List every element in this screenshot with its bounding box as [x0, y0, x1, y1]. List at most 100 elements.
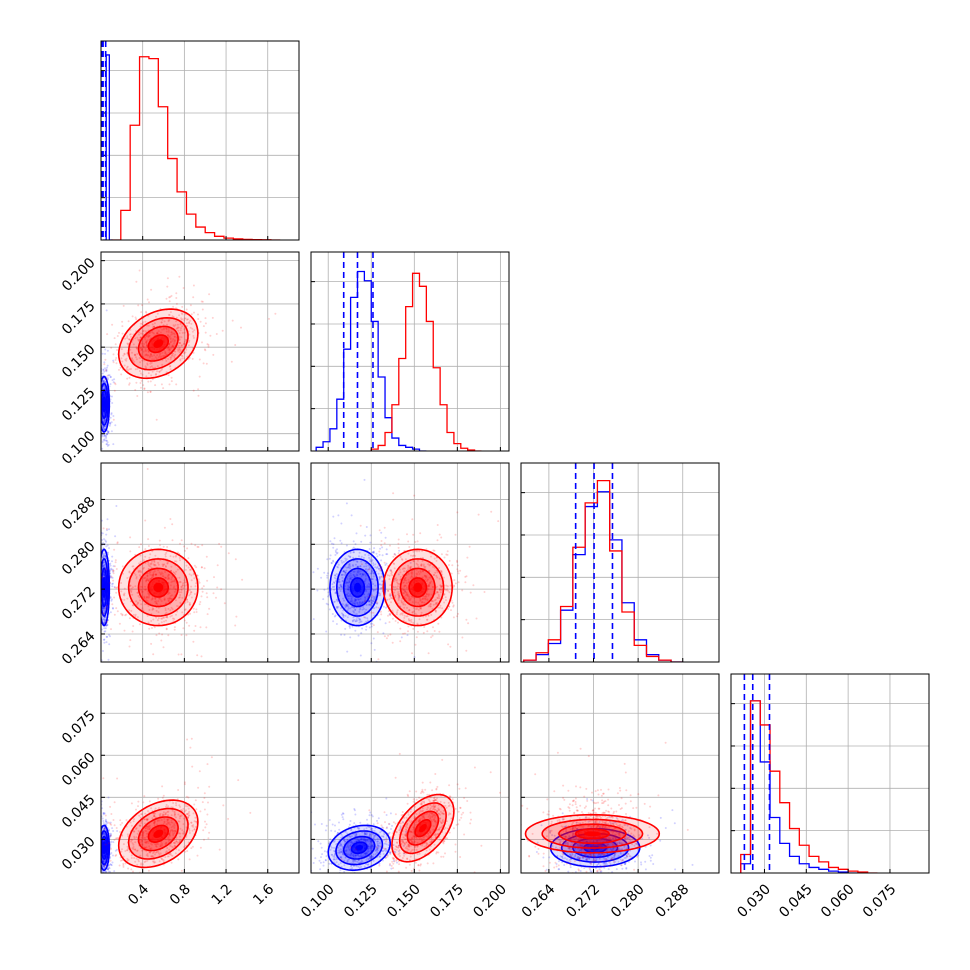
scatter-point [117, 874, 119, 876]
scatter-point [92, 384, 94, 386]
scatter-point [170, 861, 173, 864]
scatter-point [187, 796, 190, 799]
scatter-point [172, 352, 175, 355]
scatter-point [188, 624, 191, 627]
scatter-point [193, 611, 196, 614]
scatter-point [144, 841, 147, 844]
scatter-point [222, 804, 225, 807]
scatter-point [142, 837, 145, 839]
scatter-point [184, 549, 186, 552]
scatter-point [168, 351, 171, 354]
scatter-point [169, 555, 172, 558]
scatter-point [180, 588, 183, 591]
scatter-point [126, 597, 129, 600]
scatter-point [102, 611, 105, 614]
scatter-point [161, 575, 164, 577]
scatter-point [148, 609, 151, 611]
scatter-point [172, 825, 174, 828]
scatter-point [103, 854, 105, 857]
scatter-point [160, 600, 163, 603]
scatter-point [361, 608, 364, 611]
scatter-point [181, 318, 184, 321]
scatter-point [107, 430, 110, 433]
scatter-point [151, 576, 153, 579]
scatter-point [175, 588, 177, 591]
scatter-point [190, 591, 193, 594]
scatter-point [105, 435, 107, 438]
scatter-point [170, 569, 173, 572]
scatter-point [102, 393, 105, 396]
scatter-point [96, 431, 98, 433]
scatter-point [121, 325, 124, 328]
scatter-point [104, 369, 107, 372]
scatter-point [96, 807, 98, 809]
scatter-point [179, 601, 182, 604]
scatter-point [102, 426, 105, 429]
scatter-point [413, 656, 416, 659]
scatter-point [151, 860, 154, 863]
scatter-point [97, 590, 99, 592]
scatter-point [133, 818, 135, 821]
scatter-point [146, 339, 149, 342]
scatter-point [173, 810, 176, 813]
scatter-point [367, 585, 370, 588]
scatter-point [167, 810, 170, 813]
scatter-point [96, 859, 98, 861]
scatter-point [340, 559, 343, 562]
scatter-point [97, 406, 99, 408]
scatter-point [111, 560, 113, 563]
scatter-point [353, 611, 355, 614]
scatter-point [341, 576, 344, 579]
scatter-point [98, 852, 100, 854]
scatter-point [194, 816, 197, 819]
scatter-point [183, 340, 186, 343]
scatter-point [365, 577, 367, 580]
scatter-point [167, 346, 170, 349]
scatter-point [372, 551, 375, 554]
scatter-point [107, 551, 110, 554]
scatter-point [110, 813, 113, 815]
scatter-point [188, 589, 191, 592]
contour-line-red [137, 325, 179, 362]
scatter-point [184, 810, 186, 813]
scatter-point [134, 615, 137, 618]
scatter-point [197, 578, 200, 581]
scatter-point [122, 865, 125, 868]
scatter-point [95, 424, 97, 426]
scatter-point [127, 320, 130, 323]
scatter-point [102, 379, 105, 382]
scatter-point [145, 334, 148, 337]
scatter-point [357, 617, 360, 620]
scatter-point [187, 816, 190, 819]
scatter-point [104, 870, 107, 873]
scatter-point [179, 323, 182, 326]
scatter-point [309, 583, 311, 585]
scatter-point [147, 842, 150, 844]
scatter-point [166, 811, 169, 813]
scatter-point [176, 327, 179, 330]
scatter-point [150, 374, 153, 377]
scatter-point [101, 381, 104, 383]
scatter-point [144, 875, 146, 877]
scatter-point [349, 624, 352, 627]
scatter-point [165, 616, 168, 619]
scatter-point [152, 574, 154, 577]
scatter-point [131, 839, 134, 841]
scatter-point [143, 861, 146, 863]
scatter-point [174, 353, 177, 356]
scatter-point [346, 595, 349, 598]
scatter-point [340, 585, 343, 588]
contour-line-red [127, 558, 189, 617]
scatter-point [199, 626, 202, 629]
scatter-point [167, 634, 170, 637]
scatter-point [156, 332, 158, 335]
scatter-point [139, 570, 142, 573]
scatter-point [109, 383, 112, 386]
scatter-point [115, 827, 118, 829]
scatter-point [98, 868, 100, 870]
scatter-point [146, 859, 149, 862]
scatter-point [106, 374, 109, 377]
scatter-point [141, 348, 143, 351]
scatter-point [98, 856, 100, 858]
scatter-point [183, 357, 186, 360]
